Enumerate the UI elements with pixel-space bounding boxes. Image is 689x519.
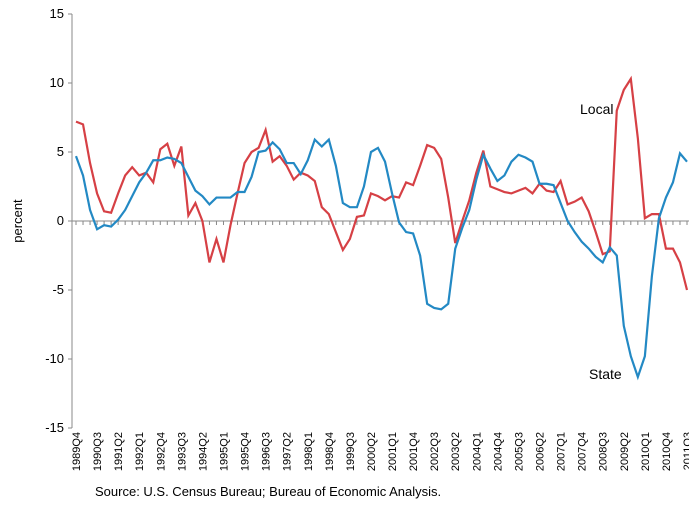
x-tick-label: 1993Q3 — [176, 432, 188, 471]
x-tick-label: 1991Q2 — [113, 432, 125, 471]
x-tick-label: 2003Q2 — [450, 432, 462, 471]
x-tick-label: 1998Q1 — [303, 432, 315, 471]
series-line — [74, 137, 688, 381]
x-tick-label: 1997Q2 — [282, 432, 294, 471]
source-note: Source: U.S. Census Bureau; Bureau of Ec… — [95, 484, 441, 499]
y-tick-label: 15 — [50, 6, 64, 21]
x-tick-label: 2004Q1 — [471, 432, 483, 471]
x-tick-label: 1992Q1 — [134, 432, 146, 471]
y-axis-label: percent — [10, 199, 25, 243]
x-tick-label: 2005Q3 — [513, 432, 525, 471]
x-tick-label: 2011Q3 — [682, 432, 689, 470]
y-tick-label: 0 — [57, 213, 64, 228]
x-tick-label: 1995Q1 — [218, 432, 230, 471]
x-tick-label: 2006Q2 — [535, 432, 547, 471]
x-tick-label: 2007Q1 — [556, 432, 568, 471]
x-tick-label: 2010Q4 — [661, 432, 673, 471]
x-tick-label: 1992Q4 — [155, 432, 167, 471]
y-tick-label: 5 — [57, 144, 64, 159]
x-tick-label: 2002Q3 — [429, 432, 441, 471]
x-tick-label: 2004Q4 — [492, 432, 504, 471]
series-label: Local — [580, 101, 613, 117]
x-tick-label: 2001Q1 — [387, 432, 399, 471]
x-tick-label: 2009Q2 — [619, 432, 631, 471]
y-tick-label: 10 — [50, 75, 64, 90]
x-tick-label: 1990Q3 — [92, 432, 104, 471]
x-tick-label: 2000Q2 — [366, 432, 378, 471]
series-line — [75, 75, 689, 291]
x-tick-label: 1994Q2 — [197, 432, 209, 471]
x-tick-label: 2001Q4 — [408, 432, 420, 471]
y-tick-label: -10 — [45, 351, 64, 366]
x-tick-label: 1998Q4 — [324, 432, 336, 471]
y-tick-label: -5 — [52, 282, 64, 297]
x-tick-label: 1996Q3 — [261, 432, 273, 471]
x-tick-label: 1995Q4 — [240, 432, 252, 471]
series-label: State — [589, 366, 622, 382]
x-tick-label: 2007Q4 — [577, 432, 589, 471]
x-tick-label: 1989Q4 — [71, 432, 83, 471]
x-tick-label: 2010Q1 — [640, 432, 652, 471]
y-tick-label: -15 — [45, 420, 64, 435]
x-tick-label: 2008Q3 — [598, 432, 610, 471]
x-tick-label: 1999Q3 — [345, 432, 357, 471]
